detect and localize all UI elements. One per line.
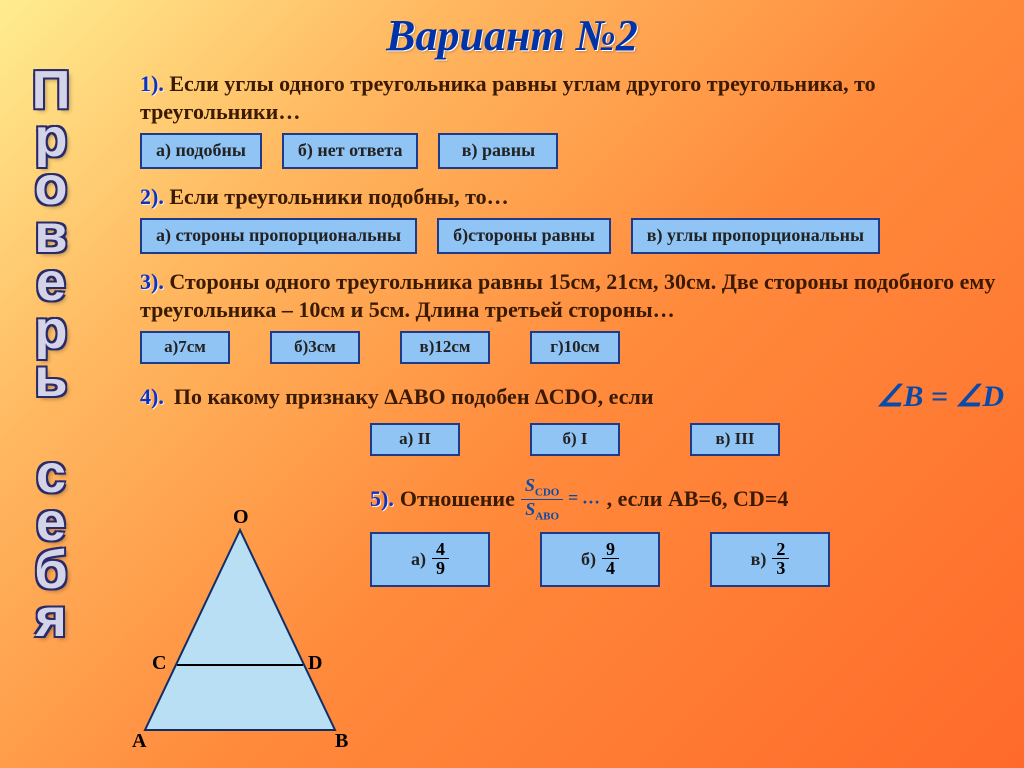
- q5-options: а) 49 б) 94 в) 23: [370, 532, 1004, 587]
- q5-opt-b-label: б): [581, 550, 596, 570]
- q3-num: 3).: [140, 269, 164, 294]
- q5-text: 5). Отношение SCDO SABO = … , если АВ=6,…: [370, 476, 1004, 522]
- triangle-svg: [130, 520, 350, 750]
- q4-num: 4).: [140, 383, 164, 411]
- q1-body: Если углы одного треугольника равны угла…: [140, 71, 876, 124]
- q1-options: а) подобны б) нет ответа в) равны: [140, 133, 1004, 169]
- q3-text: 3). Стороны одного треугольника равны 15…: [140, 268, 1004, 323]
- triangle-figure: O C D A B: [130, 520, 350, 750]
- q5-opt-c-n: 2: [772, 540, 789, 559]
- q5-ratio: SCDO SABO = …: [521, 476, 601, 522]
- q1-opt-a[interactable]: а) подобны: [140, 133, 262, 169]
- page-title: Вариант №2: [0, 10, 1024, 61]
- q4-condition: ∠B = ∠D: [876, 378, 1004, 416]
- q2-body: Если треугольники подобны, то…: [169, 184, 508, 209]
- q5-opt-b[interactable]: б) 94: [540, 532, 660, 587]
- q5-given: , если АВ=6, СD=4: [607, 485, 789, 513]
- q5-opt-c[interactable]: в) 23: [710, 532, 830, 587]
- q3-opt-b[interactable]: б)3см: [270, 331, 360, 364]
- q5-opt-c-label: в): [751, 550, 767, 570]
- q5-opt-b-n: 9: [602, 540, 619, 559]
- q5-opt-b-d: 4: [602, 559, 619, 579]
- vertex-o: O: [233, 506, 249, 529]
- q4-opt-a[interactable]: а) II: [370, 423, 460, 456]
- vertex-d: D: [308, 652, 322, 675]
- q2-opt-b[interactable]: б)стороны равны: [437, 218, 611, 254]
- q3-opt-c[interactable]: в)12см: [400, 331, 490, 364]
- q1-num: 1).: [140, 71, 164, 96]
- q5-ratio-num-sub: CDO: [535, 487, 559, 499]
- q5-ratio-den-s: S: [525, 499, 535, 519]
- vertex-a: A: [132, 730, 146, 753]
- q2-options: а) стороны пропорциональны б)стороны рав…: [140, 218, 1004, 254]
- vertex-c: C: [152, 652, 166, 675]
- q3-body: Стороны одного треугольника равны 15см, …: [140, 269, 995, 322]
- q5-ratio-num-s: S: [525, 475, 535, 495]
- q4-options: а) II б) I в) III: [370, 423, 1004, 456]
- q2-opt-c[interactable]: в) углы пропорциональны: [631, 218, 880, 254]
- q4-opt-b[interactable]: б) I: [530, 423, 620, 456]
- q4-body: По какому признаку ΔАВО подобен ΔСDO, ес…: [174, 383, 654, 411]
- q5-opt-a[interactable]: а) 49: [370, 532, 490, 587]
- q5-opt-c-d: 3: [772, 559, 789, 579]
- q2-opt-a[interactable]: а) стороны пропорциональны: [140, 218, 417, 254]
- q3-opt-d[interactable]: г)10см: [530, 331, 620, 364]
- q5-opt-a-label: а): [411, 550, 426, 570]
- q5-ratio-den-sub: ABO: [535, 510, 559, 522]
- q2-text: 2). Если треугольники подобны, то…: [140, 183, 1004, 211]
- q5-eq: = …: [568, 487, 601, 507]
- q2-num: 2).: [140, 184, 164, 209]
- q5-opt-a-d: 9: [432, 559, 449, 579]
- vertex-b: B: [335, 730, 348, 753]
- q4-text: 4). По какому признаку ΔАВО подобен ΔСDO…: [140, 378, 1004, 416]
- sidebar-vertical-title: Проверь себя: [20, 60, 82, 636]
- q3-opt-a[interactable]: а)7см: [140, 331, 230, 364]
- q1-text: 1). Если углы одного треугольника равны …: [140, 70, 1004, 125]
- q5-opt-a-n: 4: [432, 540, 449, 559]
- triangle-abo: [145, 530, 335, 730]
- q5-label: Отношение: [400, 485, 515, 513]
- q5-num: 5).: [370, 485, 394, 513]
- q1-opt-b[interactable]: б) нет ответа: [282, 133, 419, 169]
- q1-opt-c[interactable]: в) равны: [438, 133, 558, 169]
- q4-opt-c[interactable]: в) III: [690, 423, 780, 456]
- q3-options: а)7см б)3см в)12см г)10см: [140, 331, 1004, 364]
